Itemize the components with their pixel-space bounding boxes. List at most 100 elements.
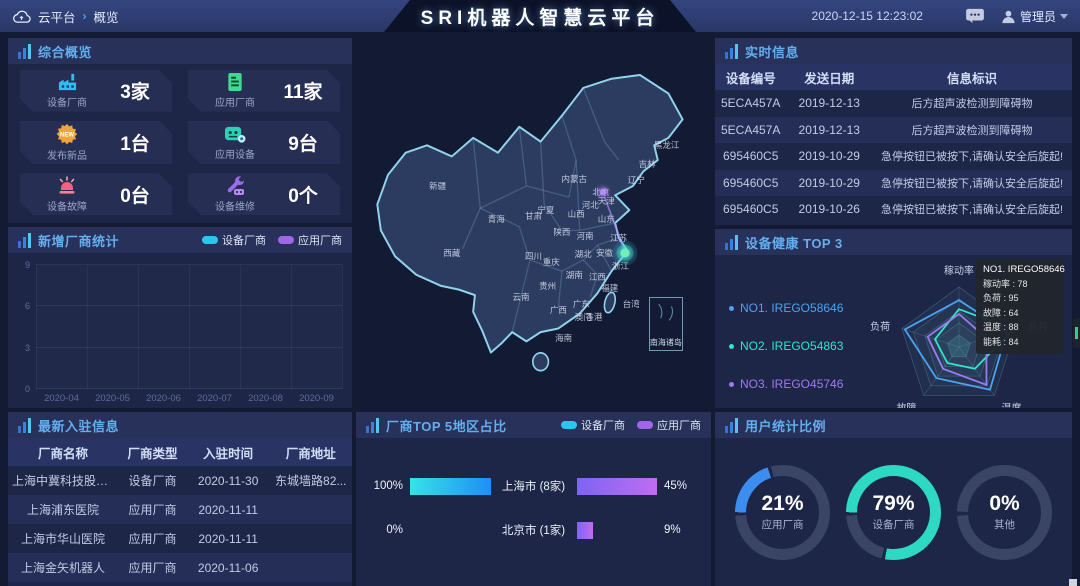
region-top-chart[interactable]: 100% 上海市 (8家) 45% 0% 北京市 (1家) 9% <box>356 438 711 586</box>
table-cell: 2020-09-21 <box>187 582 270 586</box>
south-china-sea-inset: 南海诸岛 <box>648 297 683 351</box>
breadcrumb-current[interactable]: 概览 <box>93 10 119 25</box>
table-row[interactable]: 695460C5 2019-10-29 急停按钮已被按下,请确认安全后旋起! <box>715 143 1072 170</box>
table-row[interactable]: 上海浦东医院 应用厂商 2020-11-11 <box>8 495 352 524</box>
factory-icon <box>56 72 79 92</box>
table-row[interactable]: 上海中冀科技股份... 设备厂商 2020-11-30 东城墙路82... <box>8 466 352 495</box>
table-row[interactable]: 5ECA457A 2019-12-13 后方超声波检测到障碍物 <box>715 116 1072 143</box>
inset-label: 南海诸岛 <box>649 337 682 347</box>
y-axis-tick: 9 <box>24 260 30 270</box>
table-cell: 2020-11-30 <box>197 473 259 488</box>
app-pct-label: 9% <box>664 524 681 536</box>
region-row[interactable]: 0% 北京市 (1家) 9% <box>368 520 699 540</box>
datetime-display: 2020-12-15 12:23:02 <box>811 9 923 23</box>
table-row[interactable]: 5ECA457A 2019-12-13 后方超声波检测到障碍物 <box>715 90 1072 117</box>
region-row[interactable]: 100% 上海市 (8家) 45% <box>368 476 699 496</box>
donut-其他[interactable]: 0% 其他 <box>957 464 1052 560</box>
username-label[interactable]: 管理员 <box>1019 9 1056 24</box>
tooltip-line: 负荷 : 95 <box>983 293 1019 304</box>
stat-card-app-devices: 应用设备 9台 <box>188 121 340 165</box>
panel-title: 设备健康 TOP 3 <box>745 235 843 251</box>
panel-region-top: 厂商TOP 5地区占比 设备厂商 应用厂商 100% 上海市 (8家) 45% 0% 北京… <box>356 412 711 586</box>
table-cell: 2020-11-06 <box>197 560 259 575</box>
donut-设备厂商[interactable]: 79% 设备厂商 <box>846 464 941 560</box>
messages-icon[interactable] <box>965 8 985 24</box>
panel-user-ratio: 用户统计比例 21% 应用厂商 79% 设备厂商 0% 其他 <box>715 412 1072 586</box>
stat-card-device-repairs: 设备维修 0个 <box>188 173 340 215</box>
panel-title: 用户统计比例 <box>745 418 827 434</box>
side-toolbar-handle[interactable] <box>1073 318 1080 348</box>
user-menu[interactable]: 管理员 <box>1001 8 1068 25</box>
y-axis-tick: 6 <box>24 301 30 312</box>
device-rank-item[interactable]: NO2. IREGO54863 <box>729 339 843 353</box>
column-header: 入驻时间 <box>186 438 270 466</box>
x-axis-label: 2020-05 <box>95 393 130 404</box>
radar-axis-label: 温度 <box>1001 401 1021 408</box>
device-rank-item[interactable]: NO1. IREGO58646 <box>729 301 843 315</box>
device-rank-item[interactable]: NO3. IREGO45746 <box>729 377 843 391</box>
shanghai-marker[interactable] <box>620 248 630 258</box>
table-cell: 上海中冀科技股份... <box>12 474 119 488</box>
table-row[interactable]: 695460C5 2019-10-29 急停按钮已被按下,请确认安全后旋起! <box>715 169 1072 196</box>
new-product-icon: NEW <box>56 123 78 145</box>
device-pct-label: 0% <box>386 524 403 536</box>
table-cell: 急停按钮已被按下,请确认安全后旋起! <box>880 177 1064 190</box>
column-header: 厂商类型 <box>118 438 187 466</box>
table-row[interactable]: 695460C5 2019-10-26 急停按钮已被按下,请确认安全后旋起! <box>715 196 1072 223</box>
table-cell: 急停按钮已被按下,请确认安全后旋起! <box>880 204 1064 217</box>
stat-card-label: 设备厂商 <box>47 98 87 110</box>
panel-title: 实时信息 <box>745 44 800 60</box>
panel-title: 综合概览 <box>38 44 93 60</box>
legend-item[interactable]: 设备厂商 <box>202 232 266 248</box>
corner-widget <box>1069 579 1077 586</box>
table-cell <box>269 495 352 524</box>
panel-title: 新增厂商统计 <box>38 233 120 249</box>
donut-应用厂商[interactable]: 21% 应用厂商 <box>735 464 830 560</box>
stat-card-value: 9台 <box>288 133 318 155</box>
legend-item[interactable]: 应用厂商 <box>637 417 701 433</box>
table-row[interactable]: 上海市华山医院 应用厂商 2020-11-11 <box>8 524 352 553</box>
beijing-marker[interactable] <box>600 188 607 195</box>
device-rank-list: NO1. IREGO58646 NO2. IREGO54863 NO3. IREGO… <box>729 301 843 391</box>
stat-card-value: 11家 <box>283 82 323 104</box>
column-header: 信息标识 <box>872 64 1072 90</box>
table-row[interactable]: 上海金矢机器人 应用厂商 2020-11-06 <box>8 553 352 582</box>
panel-title-icon <box>18 232 31 248</box>
table-cell: 2019-10-26 <box>798 202 860 217</box>
app-bar[interactable] <box>576 477 657 495</box>
radar-tooltip: NO1. IREGO58646 稼动率 : 78 负荷 : 95 故障 : 64 温度 … <box>976 259 1065 354</box>
column-header: 发送日期 <box>786 64 873 90</box>
panel-title-icon <box>725 234 738 250</box>
legend-item[interactable]: 设备厂商 <box>561 417 625 433</box>
table-cell: 2019-10-29 <box>798 175 860 190</box>
table-cell: 急停按钮已被按下,请确认安全后旋起! <box>880 151 1064 164</box>
user-ratio-donuts: 21% 应用厂商 79% 设备厂商 0% 其他 <box>715 438 1072 586</box>
stat-card-app-vendors: 应用厂商 11家 <box>188 70 340 112</box>
vendor-stats-bar-chart[interactable]: 0 3 6 9 2020-04 2020-05 2020-06 2020-07 2020-08 2… <box>25 260 343 406</box>
stat-card-value: 1台 <box>120 133 150 155</box>
china-map[interactable]: 新疆西藏青海甘肃宁夏内蒙古黑龙江吉林辽宁北京天津河北山西山东陕西河南江苏四川重庆… <box>356 38 711 408</box>
radar-axis-label: 故障 <box>897 401 917 408</box>
column-header: 厂商名称 <box>8 438 119 466</box>
device-rank-label: NO1. IREGO58646 <box>740 301 844 315</box>
hainan-island-shape <box>531 352 550 372</box>
tooltip-line: 稼动率 : 78 <box>983 279 1028 289</box>
breadcrumb-root[interactable]: 云平台 <box>38 10 76 25</box>
breadcrumb-separator-icon: › <box>82 9 87 23</box>
panel-title-icon <box>18 417 31 433</box>
table-cell: 695460C5 <box>723 202 779 217</box>
column-header: 厂商地址 <box>269 438 352 466</box>
table-cell: 东城墙路82... <box>275 474 347 488</box>
x-axis-label: 2020-07 <box>197 393 232 404</box>
chart-legend: 设备厂商 应用厂商 <box>561 417 701 433</box>
device-bar[interactable] <box>410 477 491 495</box>
legend-item[interactable]: 应用厂商 <box>278 232 342 248</box>
overview-cards: 设备厂商 3家 应用厂商 11家 NEW 发布新品 1台 应用设备 9台 <box>8 64 352 223</box>
table-cell: 2019-12-13 <box>798 122 860 137</box>
tooltip-title: NO1. IREGO58646 <box>983 264 1065 275</box>
donut-percentage: 0% <box>989 492 1020 516</box>
stat-card-value: 3家 <box>120 82 150 104</box>
app-bar[interactable] <box>576 521 593 539</box>
table-row[interactable]: 广州明心康复中心应用厂商2020-09-21 <box>8 582 352 586</box>
legend-label: 设备厂商 <box>581 420 625 432</box>
